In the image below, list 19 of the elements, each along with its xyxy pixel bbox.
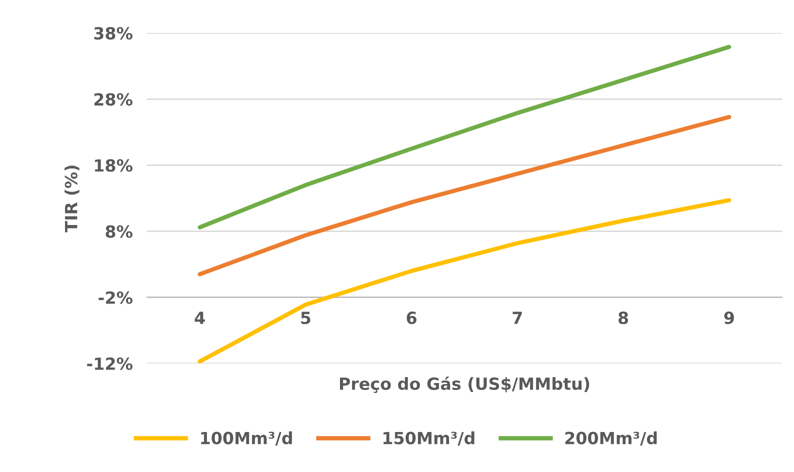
x-tick-label: 8 [618,312,628,324]
y-tick-label: 8% [106,225,132,238]
x-axis-title: Preço do Gás (US$/MMbtu) [340,376,590,394]
x-tick-label: 5 [301,312,310,324]
x-tick-label: 4 [194,312,205,324]
line-series [198,114,732,276]
y-tick-label: 18% [94,159,132,172]
y-tick-label: 28% [94,93,132,106]
legend-label: 100Mm³/d [201,431,292,446]
y-tick-label: -12% [87,357,132,370]
y-tick-label: -2% [98,291,132,304]
x-tick-label: 6 [406,312,416,324]
y-tick-label: 38% [94,27,132,40]
legend-label: 150Mm³/d [384,431,474,446]
legend-label: 200Mm³/d [565,431,657,446]
line-series [198,44,732,230]
x-tick-label: 7 [512,312,522,324]
y-axis-title: TIR (%) [64,166,80,232]
x-tick-label: 9 [724,312,734,324]
